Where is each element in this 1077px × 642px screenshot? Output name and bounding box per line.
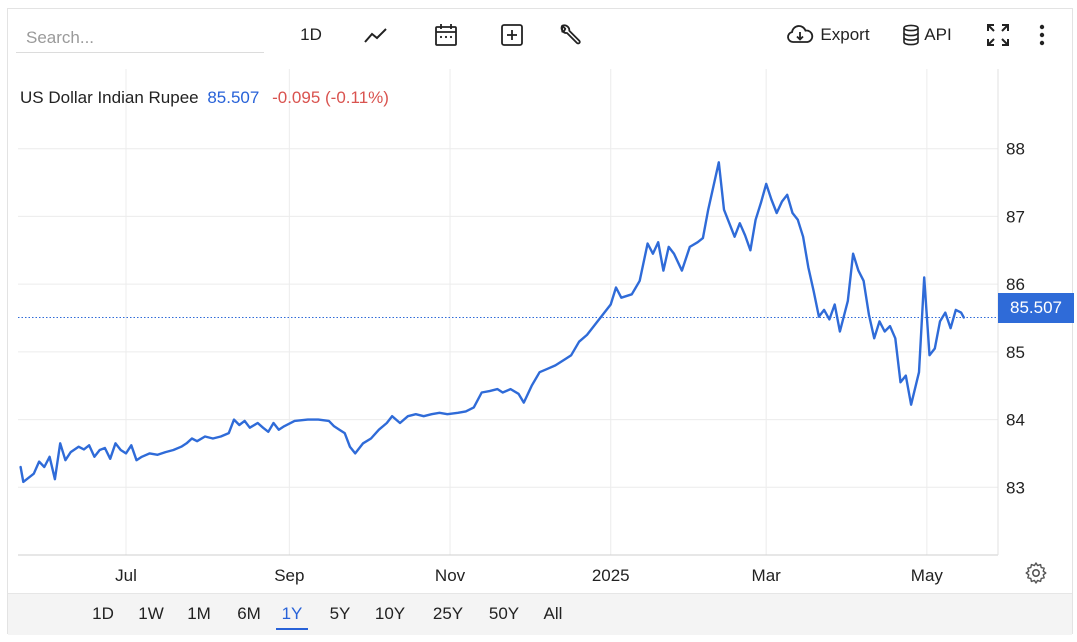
database-icon: [903, 24, 920, 46]
y-tick-label: 84: [1006, 411, 1025, 430]
more-menu-button[interactable]: [1030, 21, 1054, 49]
plus-box-icon: [501, 24, 523, 46]
legend-value: 85.507: [207, 88, 260, 107]
export-button[interactable]: Export: [783, 21, 873, 49]
date-range-button[interactable]: [430, 21, 462, 49]
x-tick-label: Nov: [435, 566, 466, 585]
compare-button[interactable]: [496, 21, 528, 49]
more-vertical-icon: [1039, 24, 1045, 46]
range-option-all[interactable]: All: [543, 604, 563, 623]
interval-label: 1D: [300, 25, 322, 44]
range-option-1d[interactable]: 1D: [92, 604, 114, 623]
toolbar: 1D: [8, 9, 1072, 61]
y-tick-label: 85: [1006, 343, 1025, 362]
chart-type-button[interactable]: [360, 21, 392, 49]
y-tick-label: 88: [1006, 140, 1025, 159]
calendar-icon: [435, 24, 457, 46]
x-tick-label: Jul: [115, 566, 137, 585]
y-tick-label: 83: [1006, 478, 1025, 497]
search-input[interactable]: [16, 23, 264, 53]
export-label: Export: [820, 25, 870, 44]
range-option-25y[interactable]: 25Y: [432, 604, 464, 623]
fullscreen-icon: [987, 24, 1009, 46]
y-tick-label: 87: [1006, 207, 1025, 226]
range-selector: 1D 1W 1M 6M 1Y 5Y 10Y 25Y 50Y All: [8, 593, 1072, 635]
chart-area[interactable]: 83 84 85 86 87 88 Jul Sep Nov 2025 Mar May US Dolla…: [8, 61, 1074, 593]
x-tick-label: 2025: [592, 566, 630, 585]
range-option-50y[interactable]: 50Y: [488, 604, 520, 623]
range-option-1w[interactable]: 1W: [138, 604, 164, 623]
trend-line-icon: [364, 28, 387, 43]
x-tick-label: Sep: [274, 566, 304, 585]
range-option-1m[interactable]: 1M: [187, 604, 211, 623]
price-chart[interactable]: 83 84 85 86 87 88 Jul Sep Nov 2025 Mar May: [8, 61, 1072, 593]
wrench-icon: [560, 24, 581, 45]
range-option-6m[interactable]: 6M: [237, 604, 261, 623]
legend-change: -0.095 (-0.11%): [272, 88, 389, 107]
legend-name: US Dollar Indian Rupee: [20, 88, 199, 107]
range-option-5y[interactable]: 5Y: [329, 604, 351, 623]
y-tick-label: 86: [1006, 275, 1025, 294]
api-label: API: [924, 25, 952, 44]
settings-tools-button[interactable]: [554, 21, 586, 49]
chart-legend: US Dollar Indian Rupee 85.507 -0.095 (-0…: [20, 88, 389, 108]
interval-button[interactable]: 1D: [291, 21, 331, 49]
fullscreen-button[interactable]: [983, 21, 1013, 49]
range-option-10y[interactable]: 10Y: [374, 604, 406, 623]
x-tick-label: Mar: [752, 566, 782, 585]
x-tick-label: May: [911, 566, 944, 585]
range-option-1y[interactable]: 1Y: [276, 604, 308, 630]
last-price-tag: 85.507: [998, 293, 1074, 323]
gear-icon[interactable]: [1024, 561, 1048, 585]
api-button[interactable]: API: [898, 21, 956, 49]
chart-widget: 1D: [7, 8, 1074, 635]
series-line: [19, 161, 965, 484]
cloud-download-icon: [787, 25, 814, 43]
